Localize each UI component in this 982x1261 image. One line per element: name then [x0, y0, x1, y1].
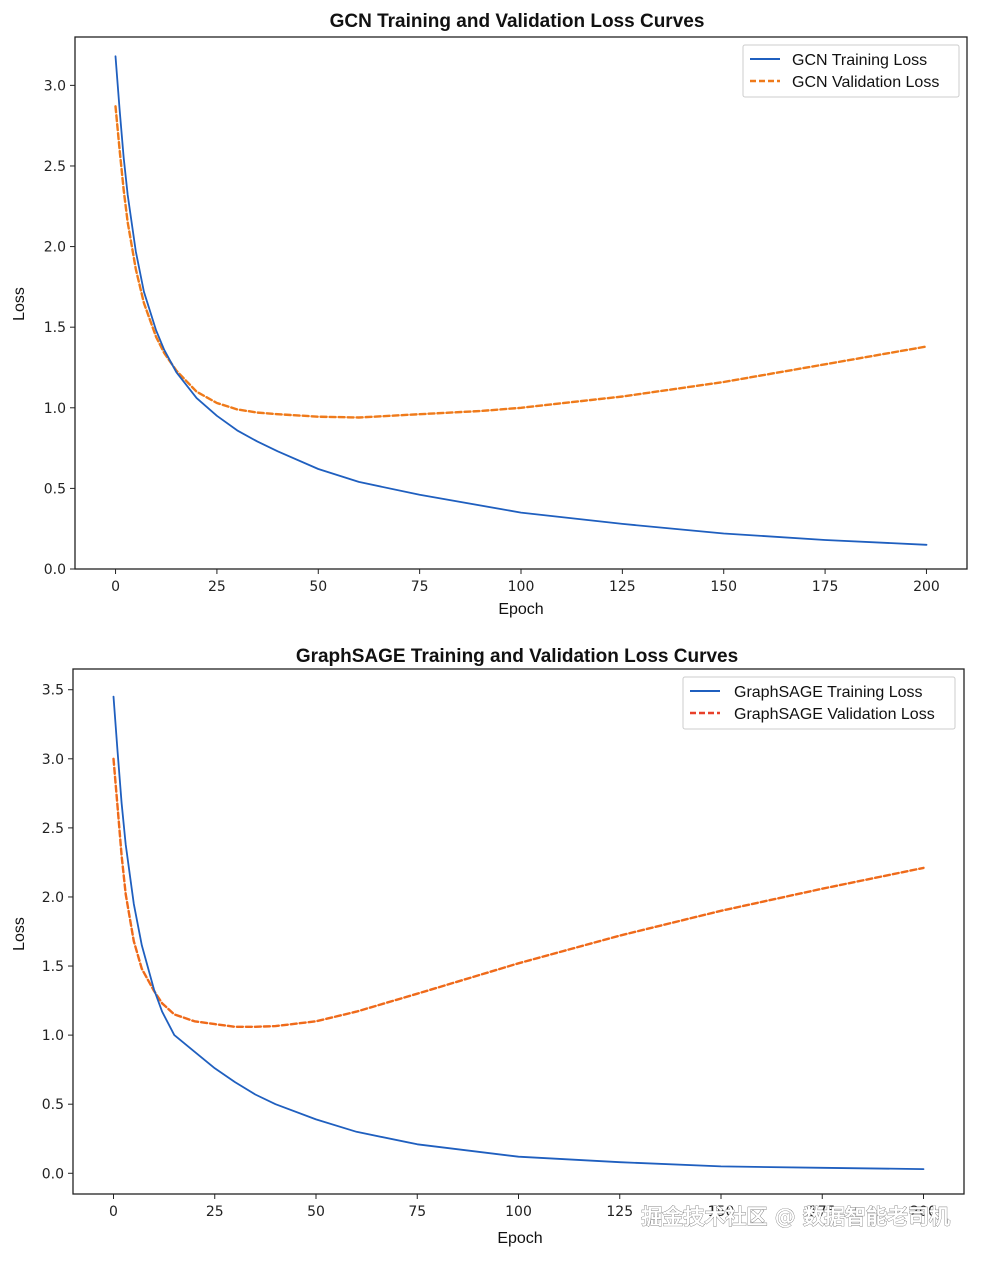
series-layer: [112, 695, 925, 1170]
training-loss-line: [114, 55, 928, 546]
legend-label-training: GCN Training Loss: [792, 52, 927, 69]
x-tick-label: 125: [609, 579, 636, 595]
graphsage-loss-chart: GraphSAGE Training and Validation Loss C…: [11, 646, 965, 1247]
x-axis-label: Epoch: [498, 601, 543, 618]
x-axis-ticks: 0 25 50 75 100 125 150 175 200: [109, 1194, 937, 1220]
y-tick-label: 0.0: [42, 1166, 64, 1182]
legend-label-validation: GCN Validation Loss: [792, 74, 939, 91]
y-tick-label: 0.0: [44, 562, 66, 578]
legend-box: [742, 44, 960, 98]
y-tick-label: 0.5: [42, 1097, 64, 1113]
x-tick-label: 175: [809, 1204, 836, 1220]
y-tick-label: 0.5: [44, 481, 66, 497]
series-layer: [114, 55, 928, 546]
y-tick-label: 2.5: [44, 159, 66, 175]
y-tick-label: 3.0: [42, 752, 64, 768]
x-tick-label: 100: [505, 1204, 532, 1220]
x-tick-label: 50: [309, 579, 327, 595]
validation-loss-line: [112, 757, 925, 1029]
y-axis-label: Loss: [11, 287, 28, 321]
y-axis-label: Loss: [11, 917, 28, 951]
chart-title: GCN Training and Validation Loss Curves: [330, 11, 705, 32]
x-tick-label: 125: [606, 1204, 633, 1220]
y-tick-label: 1.0: [42, 1028, 64, 1044]
x-tick-label: 200: [910, 1204, 937, 1220]
x-tick-label: 200: [913, 579, 940, 595]
y-tick-label: 2.0: [44, 240, 66, 256]
legend-label-training: GraphSAGE Training Loss: [734, 684, 923, 701]
x-tick-label: 150: [710, 579, 737, 595]
y-tick-label: 3.0: [44, 78, 66, 94]
x-axis-ticks: 0 25 50 75 100 125 150 175 200: [111, 569, 940, 595]
x-tick-label: 50: [307, 1204, 325, 1220]
watermark-text: 掘金技术社区 @ 数据智能老司机: [641, 1205, 950, 1229]
legend: GraphSAGE Training Loss GraphSAGE Valida…: [682, 676, 956, 730]
chart-title: GraphSAGE Training and Validation Loss C…: [296, 646, 738, 667]
x-tick-label: 75: [408, 1204, 426, 1220]
x-tick-label: 0: [111, 579, 120, 595]
y-tick-label: 2.0: [42, 890, 64, 906]
y-tick-label: 1.5: [42, 959, 64, 975]
y-tick-label: 3.5: [42, 683, 64, 699]
x-axis-label: Epoch: [497, 1230, 542, 1247]
y-axis-ticks: 0.0 0.5 1.0 1.5 2.0 2.5 3.0 3.5: [42, 683, 73, 1182]
x-tick-label: 0: [109, 1204, 118, 1220]
legend-label-validation: GraphSAGE Validation Loss: [734, 706, 935, 723]
x-tick-label: 25: [208, 579, 226, 595]
training-loss-line: [112, 695, 925, 1170]
x-tick-label: 25: [206, 1204, 224, 1220]
x-tick-label: 150: [708, 1204, 735, 1220]
y-tick-label: 1.0: [44, 401, 66, 417]
x-tick-label: 100: [508, 579, 535, 595]
legend: GCN Training Loss GCN Validation Loss: [742, 44, 960, 98]
validation-loss-line: [114, 105, 928, 419]
y-tick-label: 1.5: [44, 320, 66, 336]
legend-box: [682, 676, 956, 730]
x-tick-label: 75: [411, 579, 429, 595]
gcn-loss-chart: GCN Training and Validation Loss Curves …: [11, 11, 968, 618]
x-tick-label: 175: [812, 579, 839, 595]
y-axis-ticks: 0.0 0.5 1.0 1.5 2.0 2.5 3.0: [44, 78, 75, 578]
y-tick-label: 2.5: [42, 821, 64, 837]
